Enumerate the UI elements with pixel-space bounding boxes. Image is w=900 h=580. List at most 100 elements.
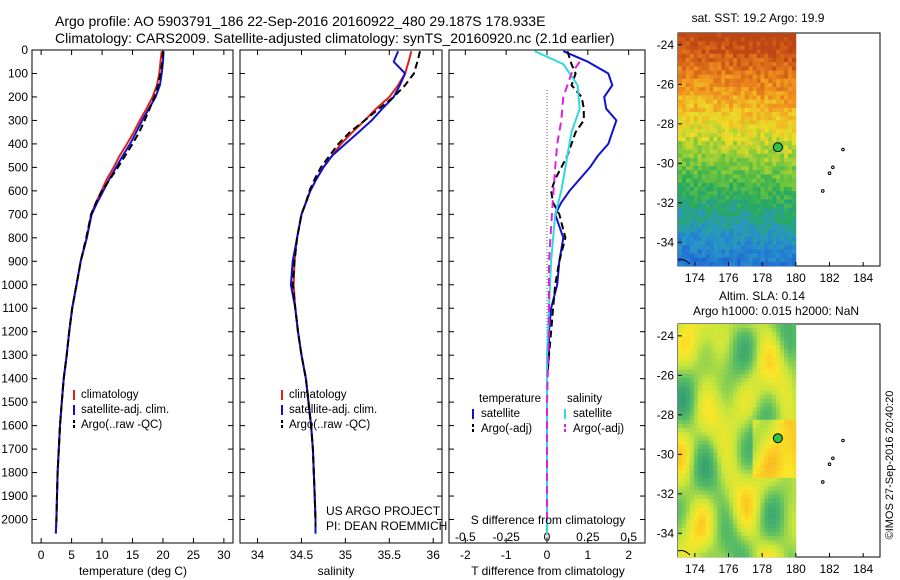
- map-sla-cell: [717, 324, 722, 329]
- map-sla-cell: [685, 477, 691, 483]
- map-sst-cell: [744, 261, 750, 267]
- map-sla-cell: [744, 440, 750, 446]
- map-sst-cell: [756, 195, 761, 200]
- map-sst-cell: [740, 53, 746, 59]
- map-sst-cell: [744, 137, 750, 142]
- map-sst-cell: [697, 107, 702, 113]
- map-sla-cell: [791, 415, 797, 421]
- map-sst-cell: [776, 49, 781, 55]
- map-sst-cell: [756, 145, 761, 150]
- map-sla-cell: [787, 527, 793, 533]
- map-sla-cell: [764, 527, 769, 533]
- map-sla-cell: [760, 515, 765, 520]
- map-sst-cell: [713, 62, 718, 67]
- map-sst-cell: [760, 153, 765, 159]
- map-sst-cell: [760, 228, 765, 234]
- map-sst-cell: [721, 161, 726, 167]
- map-sla-cell: [721, 469, 726, 475]
- map-sst-cell: [717, 166, 722, 171]
- map-sst-cell: [776, 245, 781, 250]
- map-sst-cell: [756, 170, 761, 175]
- map-sst-cell: [717, 195, 722, 200]
- map-sst-cell: [693, 49, 699, 55]
- map-sla-cell: [740, 498, 746, 504]
- map-sla-cell: [784, 457, 789, 462]
- map-sst-cell: [784, 49, 789, 55]
- map-sla-cell: [685, 353, 691, 358]
- map-sla-cell: [705, 507, 710, 512]
- map-sst-cell: [768, 99, 773, 105]
- map-sla-cell: [713, 432, 718, 437]
- map-sla-cell: [725, 548, 730, 554]
- map-sla-cell: [784, 477, 789, 483]
- map-sst-cell: [760, 66, 765, 71]
- map-sla-cell: [787, 419, 793, 425]
- map-sst-cell: [776, 95, 781, 100]
- map-sst-cell: [681, 62, 687, 67]
- map-sla-cell: [693, 361, 699, 367]
- map-sla-cell: [772, 465, 777, 471]
- map-sla-cell: [776, 452, 781, 458]
- map-sst-cell: [697, 228, 702, 234]
- map-sla-cell: [772, 428, 777, 433]
- map-sla-cell: [705, 365, 710, 371]
- map-sla-cell: [748, 411, 754, 416]
- map-sst-cell: [787, 186, 793, 192]
- map-sla-cell: [729, 519, 734, 525]
- map-sla-cell: [780, 486, 785, 491]
- map-sst-cell: [693, 211, 699, 217]
- map-sla-cell: [705, 344, 710, 350]
- map-sla-cell: [760, 328, 765, 333]
- map-sst-cell: [740, 103, 746, 109]
- map-sla-cell: [689, 448, 695, 454]
- map-sla-cell: [740, 332, 746, 337]
- map-sst-cell: [764, 153, 769, 159]
- map-sla-cell: [678, 507, 683, 512]
- map-sla-cell: [717, 461, 722, 466]
- map-sst-cell: [776, 182, 781, 188]
- map-sst-cell: [744, 116, 750, 121]
- map-sst-cell: [697, 178, 702, 184]
- map-sst-cell: [689, 82, 695, 88]
- map-sst-cell: [740, 228, 746, 234]
- map-sst-cell: [760, 82, 765, 88]
- map-sst-cell: [732, 141, 738, 146]
- map-sst-cell: [780, 245, 785, 250]
- map-sla-cell: [697, 477, 702, 483]
- map-sla-cell: [693, 544, 699, 550]
- map-sla-cell: [768, 373, 773, 379]
- map-sst-cell: [717, 224, 722, 229]
- map-sla-cell: [685, 373, 691, 379]
- map-sst-cell: [780, 161, 785, 167]
- map-sla-cell: [776, 482, 781, 487]
- map-sla-cell: [693, 378, 699, 383]
- map-sst-cell: [697, 70, 702, 76]
- map-sst-cell: [748, 166, 754, 171]
- map-sst-cell: [717, 120, 722, 125]
- map-sst-cell: [776, 261, 781, 267]
- map-sla-cell: [736, 519, 742, 525]
- map-sst-cell: [748, 37, 754, 42]
- map-sla-cell: [787, 452, 793, 458]
- map-sla-cell: [678, 394, 683, 400]
- map-sla-xtick-label: 174: [685, 562, 705, 576]
- map-sla-cell: [697, 552, 702, 558]
- map-sst-cell: [776, 66, 781, 71]
- map-sst-cell: [709, 199, 714, 204]
- map-sst-cell: [725, 261, 730, 267]
- map-sst-cell: [760, 49, 765, 55]
- map-sst-cell: [689, 232, 695, 238]
- map-sla-cell: [729, 378, 734, 383]
- map-sst-cell: [787, 182, 793, 188]
- map-sst-cell: [725, 45, 730, 51]
- map-sst-cell: [709, 145, 714, 150]
- map-sla-cell: [685, 394, 691, 400]
- map-sst-cell: [701, 232, 706, 238]
- map-sla-cell: [685, 465, 691, 471]
- map-sla-cell: [791, 473, 797, 479]
- map-sla-cell: [776, 407, 781, 412]
- map-sla-cell: [787, 444, 793, 450]
- island-marker: [820, 189, 825, 193]
- map-sla-cell: [752, 469, 757, 475]
- map-sla-cell: [787, 423, 793, 429]
